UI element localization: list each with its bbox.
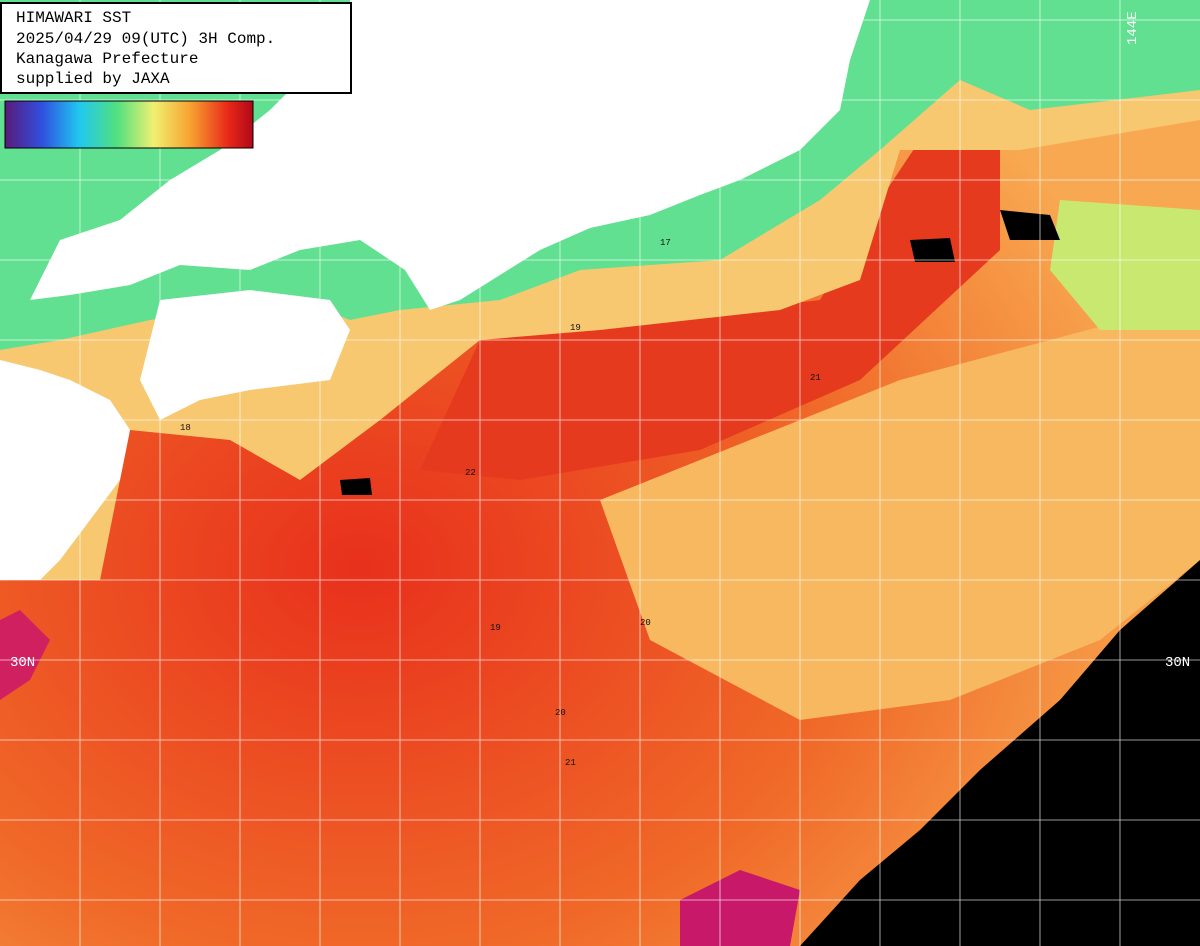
- header-line: 2025/04/29 09(UTC) 3H Comp.: [16, 30, 275, 48]
- warm-eddy: [680, 870, 800, 946]
- contour-label: 17: [660, 238, 671, 248]
- lon-label: 144E: [1125, 11, 1141, 45]
- header-line: Kanagawa Prefecture: [16, 50, 198, 68]
- contour-label: 20: [555, 708, 566, 718]
- contour-label: 18: [180, 423, 191, 433]
- cool-eddy: [1050, 200, 1200, 330]
- contour-label: 21: [810, 373, 821, 383]
- header-box: HIMAWARI SST 2025/04/29 09(UTC) 3H Comp.…: [0, 2, 352, 94]
- header-line: supplied by JAXA: [16, 70, 170, 88]
- cloud-mask: [800, 560, 1200, 946]
- cloud-mask: [340, 478, 372, 495]
- colorbar: [4, 100, 254, 149]
- contour-labels: 19 21 22 20 19 20 21 18 17: [180, 238, 821, 768]
- contour-label: 20: [640, 618, 651, 628]
- warm-eddy: [0, 610, 50, 700]
- kuroshio: [420, 100, 1000, 480]
- land-kyushu: [0, 360, 130, 580]
- cool-water: [600, 300, 1200, 720]
- contour-label: 19: [490, 623, 501, 633]
- lat-label: 30N: [10, 655, 35, 671]
- contour-label: 22: [465, 468, 476, 478]
- cloud-mask: [1000, 210, 1060, 240]
- land-shikoku: [140, 290, 350, 420]
- contour-label: 19: [570, 323, 581, 333]
- lat-label: 30N: [1165, 655, 1190, 671]
- cloud-mask: [910, 238, 955, 262]
- colorbar-gradient: [4, 100, 254, 149]
- contour-label: 21: [565, 758, 576, 768]
- header-bg: [0, 2, 352, 94]
- header-line: HIMAWARI SST: [16, 9, 131, 27]
